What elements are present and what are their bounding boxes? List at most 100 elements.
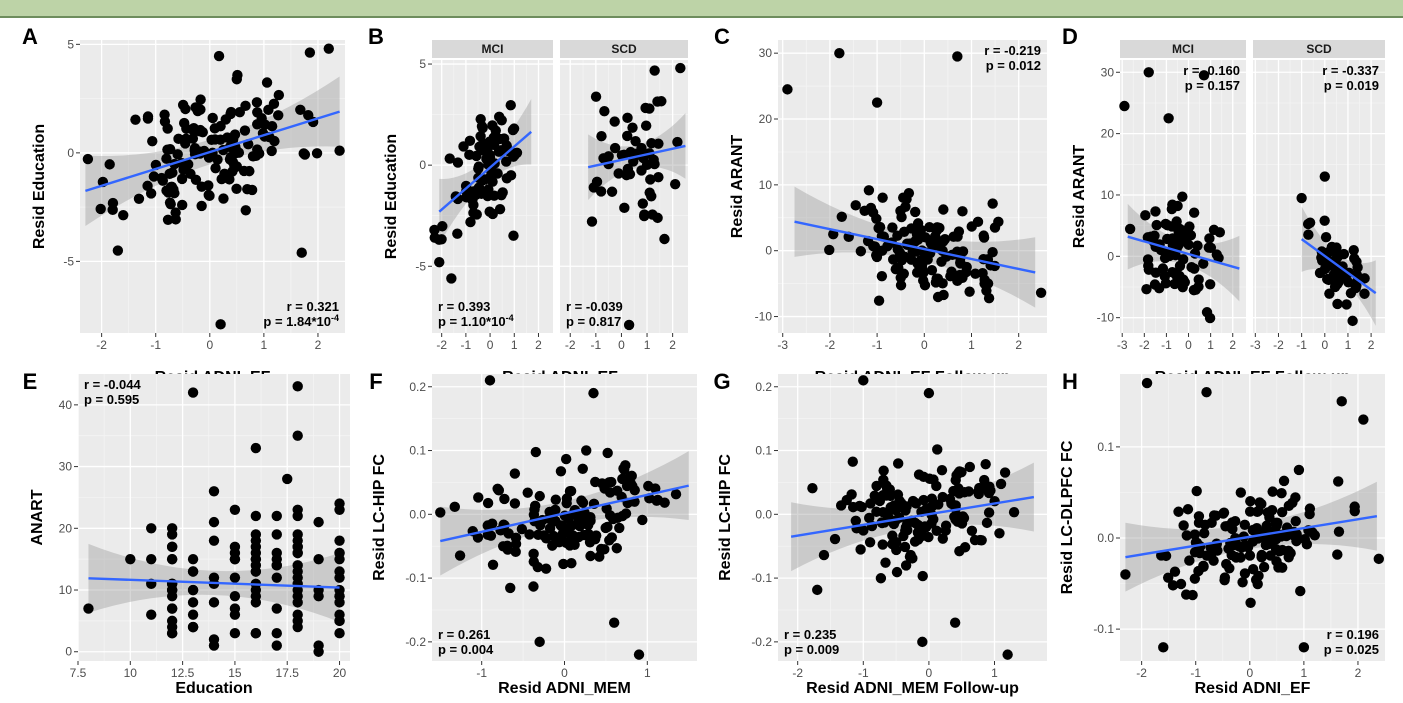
data-point: [125, 553, 136, 565]
data-point: [1254, 497, 1265, 508]
facet-label: SCD: [1306, 42, 1332, 56]
data-point: [250, 442, 262, 454]
data-point: [161, 153, 172, 164]
data-point: [208, 486, 220, 497]
y-tick-label: -5: [415, 259, 426, 273]
data-point: [162, 123, 173, 134]
p-annotation: p = 0.019: [1324, 78, 1379, 93]
data-point: [1169, 278, 1180, 290]
data-point: [649, 158, 660, 170]
data-point: [999, 467, 1011, 478]
data-point: [963, 486, 974, 497]
data-point: [437, 221, 448, 232]
data-point: [974, 482, 985, 494]
data-point: [505, 582, 516, 594]
x-tick-label: 2: [315, 338, 322, 352]
data-point: [261, 77, 273, 88]
data-point: [649, 65, 660, 76]
y-tick-label: 0: [1107, 249, 1114, 263]
data-point: [292, 430, 303, 441]
x-tick-label: 15: [228, 666, 242, 680]
data-point: [1332, 251, 1343, 263]
data-point: [946, 498, 957, 509]
data-point: [118, 209, 129, 221]
data-point: [577, 463, 588, 474]
data-point: [590, 91, 602, 102]
data-point: [977, 268, 988, 279]
x-tick-label: 0: [561, 666, 568, 680]
data-point: [313, 553, 324, 565]
data-point: [501, 173, 513, 184]
data-point: [983, 293, 995, 304]
y-tick-label: -0.1: [751, 571, 772, 585]
data-point: [311, 148, 323, 159]
data-point: [875, 573, 887, 584]
x-tick-label: -1: [858, 666, 869, 680]
data-point: [894, 247, 906, 258]
x-tick-label: -2: [792, 666, 803, 680]
data-point: [334, 547, 345, 559]
data-point: [891, 544, 902, 556]
x-tick-label: 0: [487, 338, 494, 352]
data-point: [534, 490, 545, 502]
panel-letter: A: [22, 24, 38, 49]
data-point: [931, 525, 942, 536]
x-tick-label: 17.5: [276, 666, 300, 680]
data-point: [164, 197, 176, 208]
fit-line: [794, 220, 1036, 274]
data-point: [259, 119, 271, 130]
data-point: [590, 530, 602, 541]
panel-letter: H: [1062, 369, 1078, 394]
data-point: [561, 497, 572, 509]
y-tick-label: 0.2: [409, 380, 426, 394]
data-point: [865, 202, 877, 214]
data-point: [1140, 210, 1151, 221]
data-point: [1290, 516, 1301, 527]
data-point: [487, 559, 499, 570]
data-point: [292, 541, 303, 553]
y-tick-label: -0.1: [1093, 622, 1114, 636]
data-point: [1283, 500, 1295, 512]
x-tick-label: 12.5: [171, 666, 195, 680]
data-point: [981, 517, 993, 529]
data-point: [1352, 262, 1363, 273]
data-point: [1158, 642, 1169, 653]
data-point: [1193, 281, 1204, 292]
data-point: [133, 193, 145, 204]
y-tick-label: 0.1: [1097, 440, 1114, 454]
r-annotation: r = 0.196: [1327, 627, 1379, 642]
data-point: [179, 117, 190, 129]
data-point: [1186, 262, 1197, 273]
data-point: [595, 543, 607, 555]
data-point: [555, 466, 567, 477]
plot-background: [778, 40, 1047, 333]
facet-strip: [1120, 40, 1246, 58]
data-point: [566, 558, 577, 569]
data-point: [187, 621, 199, 633]
data-point: [892, 489, 904, 500]
data-point: [964, 461, 976, 473]
data-point: [444, 153, 455, 164]
data-point: [95, 203, 106, 215]
data-point: [240, 205, 251, 216]
data-point: [617, 473, 628, 485]
data-point: [1264, 512, 1275, 523]
data-point: [989, 222, 1001, 233]
data-point: [932, 444, 943, 455]
x-axis-label: Resid ADNI_EF: [1195, 680, 1311, 697]
x-tick-label: 1: [644, 338, 651, 352]
facet-strip: [560, 40, 688, 58]
data-point: [618, 463, 629, 474]
data-point: [464, 149, 475, 161]
data-point: [898, 530, 909, 542]
data-point: [1276, 487, 1287, 499]
data-point: [82, 153, 94, 165]
data-point: [230, 148, 241, 159]
y-axis-label: Resid ARANT: [1071, 145, 1088, 249]
data-point: [865, 498, 876, 509]
data-point: [1245, 495, 1256, 507]
y-axis-label: Resid LC-HIP FC: [371, 454, 388, 581]
data-point: [1173, 506, 1184, 517]
x-tick-label: -1: [476, 666, 487, 680]
